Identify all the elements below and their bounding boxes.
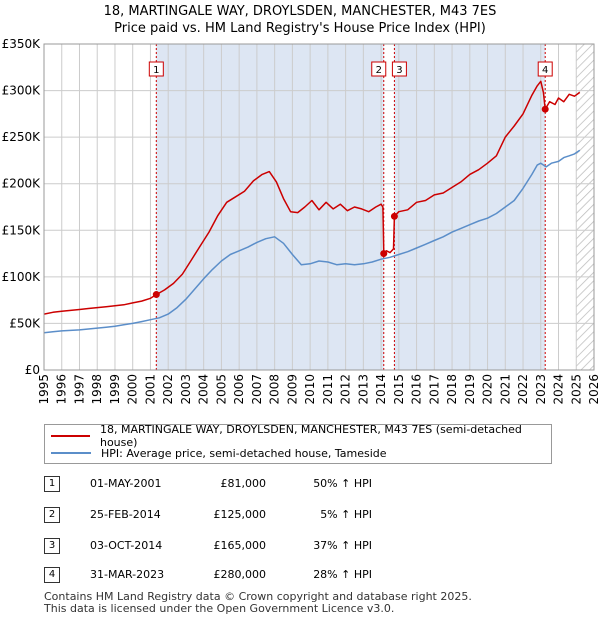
- sale-hpi-diff: 5% ↑ HPI: [320, 508, 372, 521]
- y-tick-label: £50K: [9, 316, 41, 330]
- x-tick-label: 2004: [197, 374, 211, 405]
- y-tick-label: £150K: [2, 223, 42, 237]
- x-tick-label: 1995: [37, 374, 51, 405]
- legend-item-property: 18, MARTINGALE WAY, DROYLSDEN, MANCHESTE…: [51, 423, 551, 449]
- x-tick-label: 2007: [250, 374, 264, 405]
- x-tick-label: 2012: [339, 374, 353, 405]
- sale-hpi-diff: 50% ↑ HPI: [313, 477, 372, 490]
- x-tick-label: 2017: [427, 374, 441, 405]
- sale-point: [152, 291, 160, 299]
- y-tick-label: £200K: [2, 177, 42, 191]
- y-tick-label: £250K: [2, 130, 42, 144]
- sale-price: £125,000: [213, 508, 267, 521]
- x-tick-label: 2003: [179, 374, 193, 405]
- y-tick-label: £300K: [2, 84, 42, 98]
- sale-hpi-diff: 28% ↑ HPI: [313, 568, 372, 581]
- legend-line-property: [51, 435, 90, 437]
- table-row: 3 03-OCT-2014 £165,000 37% ↑ HPI: [44, 538, 384, 558]
- sale-point: [541, 105, 549, 113]
- x-tick-label: 1996: [55, 374, 69, 405]
- x-tick-label: 2020: [481, 374, 495, 405]
- footer-copyright: Contains HM Land Registry data © Crown c…: [44, 590, 472, 603]
- table-row: 1 01-MAY-2001 £81,000 50% ↑ HPI: [44, 476, 384, 496]
- table-row: 2 25-FEB-2014 £125,000 5% ↑ HPI: [44, 507, 384, 527]
- chart-title: 18, MARTINGALE WAY, DROYLSDEN, MANCHESTE…: [103, 4, 497, 19]
- sale-date: 25-FEB-2014: [90, 508, 161, 521]
- legend-line-hpi: [51, 452, 91, 454]
- sale-price: £165,000: [213, 539, 267, 552]
- x-tick-label: 1999: [108, 374, 122, 405]
- hpi-line: [43, 149, 581, 334]
- x-tick-label: 2019: [463, 374, 477, 405]
- chart-area: 1 2 3 4 £0 £50K £100K £150K £200K £250K £300K £350…: [2, 37, 600, 405]
- x-tick-label: 2010: [303, 374, 317, 405]
- sale-date: 03-OCT-2014: [90, 539, 163, 552]
- sale-price: £81,000: [220, 477, 267, 490]
- sale-hpi-diff: 37% ↑ HPI: [313, 539, 372, 552]
- sale-date: 31-MAR-2023: [90, 568, 165, 581]
- legend: 18, MARTINGALE WAY, DROYLSDEN, MANCHESTE…: [44, 423, 552, 464]
- x-tick-label: 2013: [356, 374, 370, 405]
- sale-marker-label: 3: [396, 65, 402, 76]
- sale-marker-label: 1: [153, 65, 159, 76]
- x-tick-label: 1998: [90, 374, 104, 405]
- x-tick-label: 2025: [569, 374, 583, 405]
- sale-marker-box: [371, 61, 387, 77]
- sale-number-badge: 3: [44, 538, 60, 554]
- legend-label-property: 18, MARTINGALE WAY, DROYLSDEN, MANCHESTE…: [99, 423, 522, 449]
- hatched-region: [576, 44, 594, 370]
- legend-label-hpi: HPI: Average price, semi-detached house,…: [101, 446, 387, 460]
- shaded-period: [156, 44, 384, 370]
- sale-marker-label: 4: [542, 65, 548, 76]
- y-tick-label: £0: [25, 363, 40, 377]
- plot-frame: [43, 43, 595, 371]
- sale-marker-box: [391, 61, 407, 77]
- x-tick-label: 2001: [143, 374, 157, 405]
- sale-marker-label: 2: [376, 65, 382, 76]
- x-tick-label: 2008: [268, 374, 282, 405]
- x-tick-label: 2000: [126, 374, 140, 405]
- footer-licence: This data is licensed under the Open Gov…: [44, 602, 395, 615]
- table-row: 4 31-MAR-2023 £280,000 28% ↑ HPI: [44, 567, 384, 587]
- x-tick-label: 1997: [72, 374, 86, 405]
- x-tick-label: 2023: [534, 374, 548, 405]
- x-tick-label: 2022: [516, 374, 530, 405]
- x-tick-label: 2018: [445, 374, 459, 405]
- x-tick-label: 2015: [392, 374, 406, 405]
- legend-item-hpi: HPI: Average price, semi-detached house,…: [51, 445, 387, 461]
- sale-number-badge: 4: [44, 567, 60, 583]
- y-tick-label: £350K: [2, 37, 42, 51]
- x-tick-label: 2006: [232, 374, 246, 405]
- sale-marker-box: [537, 61, 553, 77]
- chart-subtitle: Price paid vs. HM Land Registry's House …: [114, 21, 486, 36]
- sale-price: £280,000: [213, 568, 267, 581]
- sale-point: [390, 212, 398, 220]
- sale-marker-box: [148, 61, 164, 77]
- x-tick-label: 2024: [552, 374, 566, 405]
- x-tick-label: 2026: [587, 374, 600, 405]
- sale-date: 01-MAY-2001: [90, 477, 162, 490]
- x-tick-label: 2016: [410, 374, 424, 405]
- y-tick-label: £100K: [2, 270, 42, 284]
- x-tick-label: 2005: [214, 374, 228, 405]
- x-tick-label: 2011: [321, 374, 335, 405]
- x-tick-label: 2014: [374, 374, 388, 405]
- x-tick-label: 2002: [161, 374, 175, 405]
- sale-point: [380, 250, 388, 258]
- sale-number-badge: 1: [44, 476, 60, 492]
- x-tick-label: 2021: [498, 374, 512, 405]
- sale-number-badge: 2: [44, 507, 60, 523]
- x-tick-label: 2009: [285, 374, 299, 405]
